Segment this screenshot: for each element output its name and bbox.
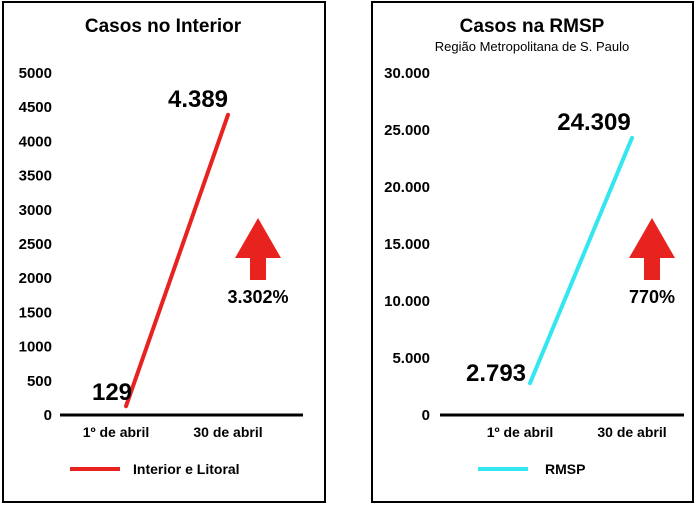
plot-area: 129 4.389 — [92, 86, 230, 409]
x-tick-label: 1º de abril — [83, 424, 150, 440]
up-arrow-icon — [235, 218, 281, 280]
series-line — [528, 135, 634, 386]
plot-area: 2.793 24.309 — [466, 109, 634, 387]
y-tick-label: 0 — [44, 407, 52, 424]
series-line — [124, 112, 230, 409]
panel-frame — [371, 1, 694, 503]
y-tick-label: 500 — [27, 373, 52, 390]
panel-rmsp: Casos na RMSP Região Metropolitana de S.… — [371, 1, 694, 503]
y-tick-label: 10.000 — [384, 293, 430, 310]
y-tick-label: 4000 — [19, 133, 52, 150]
data-label: 4.389 — [168, 86, 228, 113]
y-tick-label: 25.000 — [384, 122, 430, 139]
y-tick-label: 1000 — [19, 339, 52, 356]
legend-entry: Interior e Litoral — [133, 461, 240, 477]
data-label: 24.309 — [557, 109, 630, 136]
y-axis: 0 5.000 10.000 15.000 20.000 25.000 30.000 — [384, 65, 430, 424]
y-tick-label: 5.000 — [392, 350, 430, 367]
y-tick-label: 1500 — [19, 304, 52, 321]
growth-label: 770% — [629, 287, 675, 307]
y-tick-label: 20.000 — [384, 179, 430, 196]
y-tick-label: 0 — [422, 407, 430, 424]
x-tick-label: 30 de abril — [597, 424, 666, 440]
data-label: 129 — [92, 379, 132, 406]
y-tick-label: 3000 — [19, 202, 52, 219]
panel-interior: Casos no Interior 0 500 1000 1500 2000 2500 30… — [2, 1, 326, 503]
y-tick-label: 5000 — [19, 65, 52, 82]
x-tick-label: 30 de abril — [193, 424, 262, 440]
y-tick-label: 4500 — [19, 99, 52, 116]
y-tick-label: 2500 — [19, 236, 52, 253]
y-tick-label: 15.000 — [384, 236, 430, 253]
chart-title: Casos na RMSP — [460, 16, 605, 37]
x-axis: 1º de abril 30 de abril — [487, 424, 667, 440]
y-tick-label: 30.000 — [384, 65, 430, 82]
data-label: 2.793 — [466, 360, 526, 387]
x-axis: 1º de abril 30 de abril — [83, 424, 263, 440]
y-axis: 0 500 1000 1500 2000 2500 3000 3500 4000 4500 5000 — [19, 65, 52, 424]
x-tick-label: 1º de abril — [487, 424, 554, 440]
chart-title: Casos no Interior — [85, 16, 242, 37]
growth-label: 3.302% — [227, 287, 288, 307]
y-tick-label: 3500 — [19, 168, 52, 185]
up-arrow-icon — [629, 218, 675, 280]
y-tick-label: 2000 — [19, 270, 52, 287]
panel-frame — [2, 1, 326, 503]
legend-entry: RMSP — [545, 461, 585, 477]
chart-subtitle: Região Metropolitana de S. Paulo — [435, 39, 629, 54]
